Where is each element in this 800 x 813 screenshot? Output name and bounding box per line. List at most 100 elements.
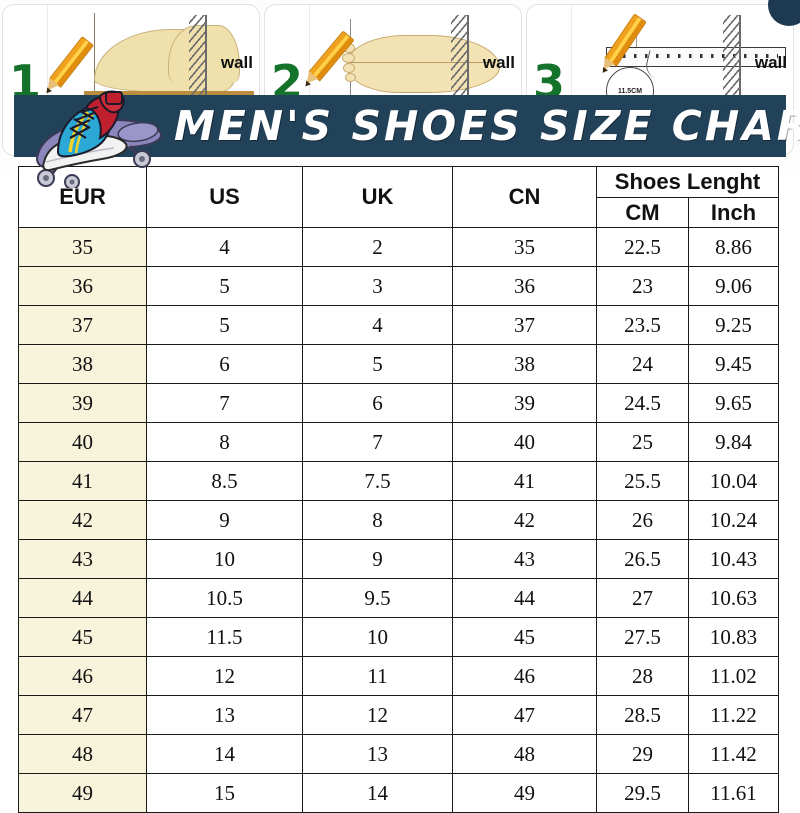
cell-us: 14	[146, 734, 303, 774]
sneaker-skateboard-icon	[36, 90, 162, 188]
table-row: 38 6 5 38 24 9.45	[18, 344, 780, 384]
cell-cm: 26	[596, 500, 689, 540]
cell-us: 5	[146, 266, 303, 306]
cell-eur: 49	[18, 773, 147, 813]
cell-cn: 43	[452, 539, 597, 579]
column-header-inch: Inch	[687, 197, 780, 228]
cell-cn: 36	[452, 266, 597, 306]
cell-inch: 11.42	[687, 734, 780, 774]
cell-inch: 11.22	[687, 695, 780, 735]
floor-line	[84, 91, 254, 96]
cell-inch: 9.25	[687, 305, 780, 345]
cell-cm: 29	[596, 734, 689, 774]
cell-inch: 9.84	[687, 422, 780, 462]
cell-uk: 11	[302, 656, 453, 696]
cell-cm: 22.5	[596, 227, 689, 267]
table-row: 35 4 2 35 22.5 8.86	[18, 227, 780, 267]
cell-uk: 9.5	[302, 578, 453, 618]
cell-cn: 41	[452, 461, 597, 501]
cell-uk: 2	[302, 227, 453, 267]
cell-eur: 41	[18, 461, 147, 501]
table-header-row-1: EUR US UK CN Shoes Lenght	[18, 166, 780, 228]
table-row: 48 14 13 48 29 11.42	[18, 734, 780, 774]
column-header-cm: CM	[596, 197, 689, 228]
cell-cm: 26.5	[596, 539, 689, 579]
instruction-panel-1: 1 wall	[2, 4, 260, 156]
table-row: 40 8 7 40 25 9.84	[18, 422, 780, 462]
cell-uk: 7.5	[302, 461, 453, 501]
cell-cm: 27.5	[596, 617, 689, 657]
cell-cm: 25	[596, 422, 689, 462]
cell-eur: 46	[18, 656, 147, 696]
cell-cm: 28	[596, 656, 689, 696]
cell-uk: 14	[302, 773, 453, 813]
toe-icon	[345, 73, 356, 82]
cell-uk: 10	[302, 617, 453, 657]
cell-us: 13	[146, 695, 303, 735]
table-row: 39 7 6 39 24.5 9.65	[18, 383, 780, 423]
cell-uk: 8	[302, 500, 453, 540]
panel-2-illustration: wall	[308, 5, 521, 155]
cell-uk: 9	[302, 539, 453, 579]
table-row: 43 10 9 43 26.5 10.43	[18, 539, 780, 579]
panel-1-illustration: wall	[47, 5, 259, 155]
cell-us: 6	[146, 344, 303, 384]
cell-cn: 38	[452, 344, 597, 384]
measurement-value: 11.5CM	[617, 87, 643, 95]
column-group-header-shoes-length: Shoes Lenght	[595, 166, 780, 198]
cell-eur: 35	[18, 227, 147, 267]
cell-eur: 40	[18, 422, 147, 462]
cell-cm: 27	[596, 578, 689, 618]
cell-cm: 24.5	[596, 383, 689, 423]
cell-eur: 36	[18, 266, 147, 306]
cell-inch: 10.43	[687, 539, 780, 579]
wall-label: wall	[754, 53, 787, 72]
wall-label: wall	[220, 53, 253, 72]
cell-eur: 47	[18, 695, 147, 735]
cell-us: 7	[146, 383, 303, 423]
cell-cn: 48	[452, 734, 597, 774]
cell-cm: 23.5	[596, 305, 689, 345]
cell-inch: 9.45	[687, 344, 780, 384]
cell-us: 9	[146, 500, 303, 540]
cell-inch: 10.24	[687, 500, 780, 540]
cell-cm: 24	[596, 344, 689, 384]
shoe-size-table: EUR US UK CN Shoes Lenght CM Inch 35 4 2 35…	[18, 166, 780, 813]
cell-cm: 29.5	[596, 773, 689, 813]
cell-eur: 42	[18, 500, 147, 540]
table-row: 46 12 11 46 28 11.02	[18, 656, 780, 696]
cell-cm: 25.5	[596, 461, 689, 501]
cell-uk: 4	[302, 305, 453, 345]
table-row: 37 5 4 37 23.5 9.25	[18, 305, 780, 345]
toe-icon	[343, 63, 355, 73]
cell-uk: 5	[302, 344, 453, 384]
cell-eur: 44	[18, 578, 147, 618]
cell-inch: 9.65	[687, 383, 780, 423]
cell-cn: 35	[452, 227, 597, 267]
cell-eur: 43	[18, 539, 147, 579]
cell-cn: 42	[452, 500, 597, 540]
ruler-ticks-icon	[612, 54, 778, 58]
cell-cn: 46	[452, 656, 597, 696]
cell-cm: 28.5	[596, 695, 689, 735]
cell-uk: 13	[302, 734, 453, 774]
table-row: 45 11.5 10 45 27.5 10.83	[18, 617, 780, 657]
cell-uk: 7	[302, 422, 453, 462]
cell-inch: 11.61	[687, 773, 780, 813]
cell-us: 8	[146, 422, 303, 462]
table-row: 47 13 12 47 28.5 11.22	[18, 695, 780, 735]
table-row: 42 9 8 42 26 10.24	[18, 500, 780, 540]
cell-inch: 10.63	[687, 578, 780, 618]
cell-us: 10.5	[146, 578, 303, 618]
table-row: 41 8.5 7.5 41 25.5 10.04	[18, 461, 780, 501]
cell-us: 11.5	[146, 617, 303, 657]
cell-cn: 45	[452, 617, 597, 657]
cell-eur: 45	[18, 617, 147, 657]
table-header: EUR US UK CN Shoes Lenght CM Inch	[18, 166, 780, 228]
table-row: 36 5 3 36 23 9.06	[18, 266, 780, 306]
cell-us: 15	[146, 773, 303, 813]
cell-cn: 40	[452, 422, 597, 462]
cell-us: 8.5	[146, 461, 303, 501]
cell-inch: 10.04	[687, 461, 780, 501]
page-title: MEN'S SHOES SIZE CHART	[174, 102, 800, 150]
